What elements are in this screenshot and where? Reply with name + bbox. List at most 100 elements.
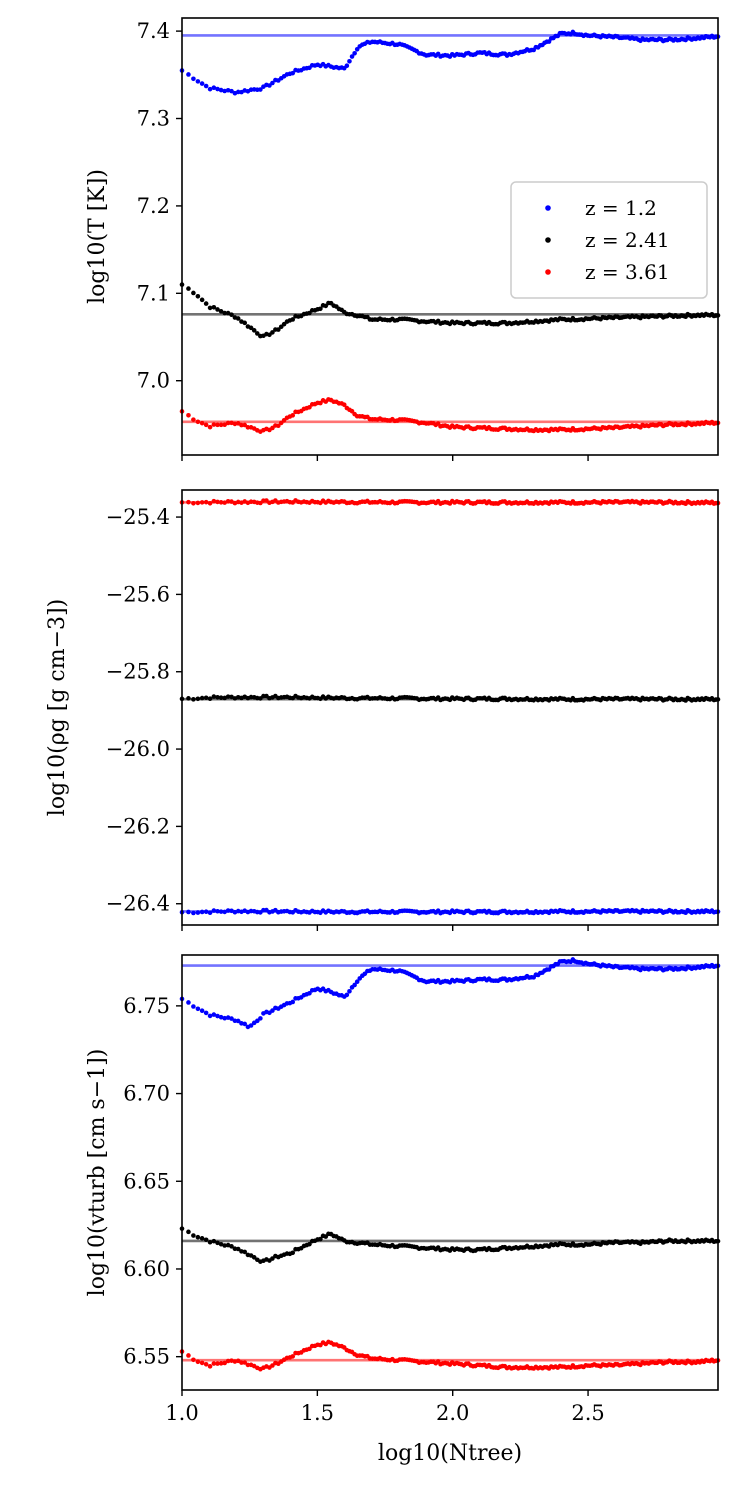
data-point [215, 86, 220, 92]
data-point [215, 908, 220, 914]
series-z-1-2 [179, 29, 721, 96]
data-point [248, 1023, 254, 1028]
data-point [211, 1361, 217, 1366]
data-point [186, 909, 191, 915]
data-point [225, 694, 231, 699]
data-point [211, 694, 217, 699]
data-point [222, 909, 227, 915]
data-point [195, 1006, 201, 1012]
y-tick-label: 6.75 [123, 994, 170, 1018]
data-point [276, 423, 281, 429]
data-point [203, 422, 209, 428]
data-point [211, 85, 217, 90]
data-point [222, 422, 227, 428]
data-point [207, 1239, 213, 1245]
data-point [203, 909, 209, 915]
data-point [222, 88, 227, 94]
data-point [218, 422, 224, 428]
data-point [255, 1018, 260, 1024]
series-z-2-41 [179, 282, 721, 339]
y-tick-label: −25.8 [106, 660, 170, 684]
data-point [199, 297, 205, 303]
data-point [225, 420, 231, 426]
data-point [195, 79, 201, 84]
legend-marker [545, 205, 551, 211]
data-point [354, 979, 360, 985]
data-point [215, 1013, 220, 1019]
data-point [186, 1229, 191, 1235]
data-point [218, 1361, 224, 1366]
y-axis-label: log10(T [K]) [85, 169, 110, 304]
x-tick-label: 2.5 [571, 1401, 604, 1425]
data-point [225, 1358, 231, 1364]
y-tick-label: −25.6 [106, 582, 170, 606]
data-point [232, 1246, 238, 1252]
data-point [307, 404, 312, 410]
data-point [218, 1014, 224, 1020]
data-point [207, 910, 213, 916]
data-point [318, 1236, 323, 1242]
series-z-1-2 [179, 907, 721, 916]
data-point [215, 499, 220, 505]
data-point [203, 1237, 209, 1243]
data-point [211, 422, 217, 427]
x-tick-label: 2.0 [436, 1401, 469, 1425]
data-point [242, 1021, 248, 1027]
turbulent-velocity-panel: 6.55 6.60 6.65 6.70 6.75 1.0 1.5 2.0 2.5 log10(vt… [85, 954, 721, 1466]
data-point [341, 402, 347, 408]
data-point [203, 1362, 209, 1367]
data-point [191, 417, 196, 422]
data-point [242, 1249, 248, 1255]
data-point [215, 422, 220, 428]
data-point [191, 501, 196, 506]
plot-frame [181, 489, 719, 926]
data-point [229, 312, 234, 318]
data-point [222, 500, 227, 505]
y-tick-label: 6.55 [123, 1345, 170, 1369]
data-point [207, 424, 213, 430]
data-point [218, 909, 224, 914]
y-tick-label: 7.4 [137, 19, 170, 43]
data-point [222, 695, 227, 701]
data-point [218, 309, 224, 314]
data-point [307, 1241, 312, 1247]
data-point [352, 51, 357, 56]
series-z-3-61 [179, 397, 721, 434]
x-axis-label: log10(Ntree) [378, 1441, 522, 1466]
data-point [218, 1241, 224, 1247]
data-point [235, 1246, 241, 1252]
data-point [207, 500, 213, 506]
data-point [203, 695, 209, 701]
data-point [225, 310, 231, 316]
data-point [258, 87, 263, 92]
y-tick-label: 6.70 [123, 1082, 170, 1106]
data-point [251, 1255, 257, 1260]
y-axis-label: log10(ρg [g cm−3]) [45, 599, 70, 816]
data-point [199, 909, 205, 915]
legend-label: z = 3.61 [585, 260, 670, 284]
y-tick-label: −26.4 [106, 892, 170, 916]
data-point [239, 422, 244, 428]
data-point [248, 325, 254, 331]
data-point [191, 1357, 196, 1363]
data-point [195, 293, 201, 299]
data-point [186, 413, 191, 418]
data-point [235, 1018, 241, 1024]
y-tick-label: 7.2 [137, 194, 170, 218]
y-tick-label: 6.65 [123, 1169, 170, 1193]
data-point [242, 422, 248, 428]
series-z-2-41 [179, 1226, 721, 1264]
data-point [199, 1360, 205, 1366]
legend-marker [545, 269, 551, 275]
data-point [199, 695, 205, 701]
data-point [222, 310, 227, 316]
density-panel: −26.4 −26.2 −26.0 −25.8 −25.6 −25.4 log10(ρg [… [45, 489, 721, 931]
data-point [235, 316, 241, 321]
data-point [270, 80, 275, 86]
y-tick-label: −26.2 [106, 814, 170, 838]
data-point [245, 1362, 251, 1368]
data-point [195, 419, 201, 425]
data-point [218, 87, 224, 93]
y-tick-label: −25.4 [106, 505, 170, 529]
data-point [215, 1361, 220, 1366]
